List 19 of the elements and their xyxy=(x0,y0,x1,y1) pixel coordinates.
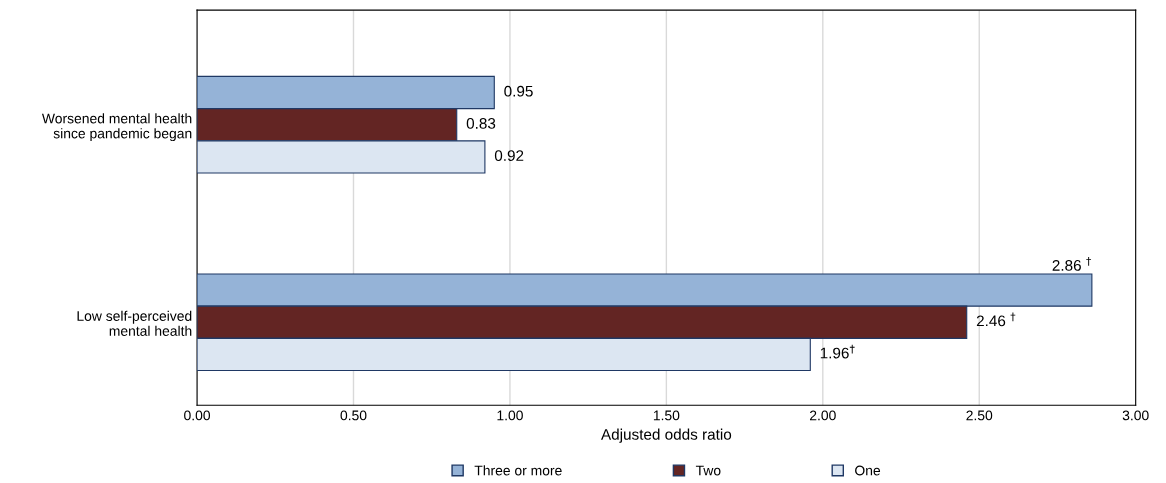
data-label: 2.46 $^{†}$ xyxy=(976,312,1016,327)
x-tick-label: 0.50 xyxy=(340,410,367,421)
x-tick-label: 1.50 xyxy=(653,410,680,421)
data-label: 2.86 $^{†}$ xyxy=(1052,257,1092,271)
x-axis-title: Adjusted odds ratio xyxy=(601,428,732,443)
data-label: 0.95 xyxy=(504,85,533,97)
x-tick-label: 3.00 xyxy=(1122,410,1149,421)
legend-label: Three or more xyxy=(474,465,562,476)
x-tick-label: 0.00 xyxy=(184,410,211,421)
legend-label: One xyxy=(855,465,881,476)
data-label: 1.96$^{†}$ xyxy=(820,344,855,359)
y-tick-label: Low self-perceived mental health xyxy=(77,310,192,336)
x-tick-label: 1.00 xyxy=(497,410,523,421)
legend-label: Two xyxy=(695,465,721,476)
data-label: 0.83 xyxy=(466,118,496,129)
x-tick-label: 2.50 xyxy=(966,410,993,421)
data-label: 0.92 xyxy=(494,150,524,162)
y-tick-label: Worsened mental health since pandemic began xyxy=(41,113,192,142)
x-tick-label: 2.00 xyxy=(809,410,836,421)
